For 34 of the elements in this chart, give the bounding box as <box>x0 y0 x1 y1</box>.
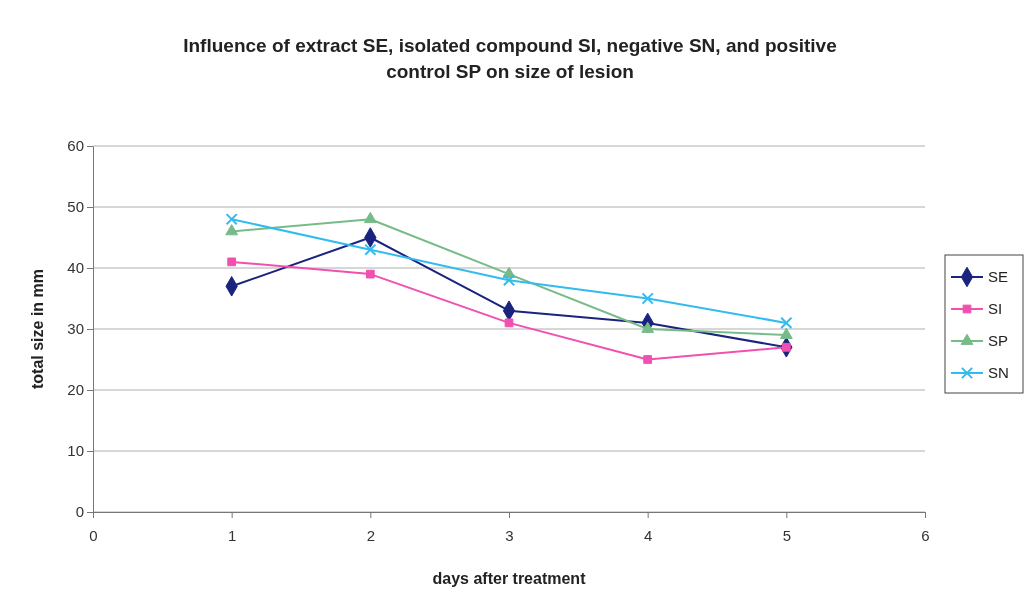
x-tick-label: 0 <box>89 526 98 544</box>
point <box>779 327 793 339</box>
point <box>225 213 238 226</box>
point <box>363 211 377 224</box>
legend-label: SP <box>988 332 1009 349</box>
chart-title: Influence of extract SE, isolated compound SI, negative SN, and positive control SP on size of lesion <box>183 35 837 82</box>
point <box>641 321 655 333</box>
point <box>504 318 514 328</box>
point <box>225 224 239 236</box>
legend-label: SE <box>988 268 1009 285</box>
point <box>364 243 377 256</box>
x-axis-title: days after treatment <box>432 570 587 587</box>
y-tick-label: 20 <box>67 381 84 399</box>
x-tick-label: 5 <box>782 526 792 544</box>
y-tick-label: 50 <box>67 198 84 216</box>
y-tick-label: 40 <box>67 259 84 277</box>
x-tick-label: 1 <box>227 526 237 544</box>
legend-label: SN <box>988 364 1009 381</box>
point <box>780 316 793 330</box>
point <box>643 355 653 364</box>
y-tick-label: 30 <box>67 320 84 338</box>
y-tick-label: 60 <box>67 137 84 155</box>
x-tick-label: 3 <box>505 526 514 544</box>
y-tick-label: 0 <box>75 503 84 521</box>
point <box>641 292 654 305</box>
y-axis-title: total size in mm <box>29 268 46 390</box>
x-tick-label: 2 <box>366 526 376 544</box>
y-tick-label: 10 <box>67 442 84 460</box>
point <box>227 257 237 267</box>
point <box>502 274 516 287</box>
x-tick-label: 6 <box>921 526 930 544</box>
legend-label: SI <box>988 300 1003 317</box>
x-tick-label: 4 <box>643 526 653 544</box>
point <box>365 269 375 279</box>
